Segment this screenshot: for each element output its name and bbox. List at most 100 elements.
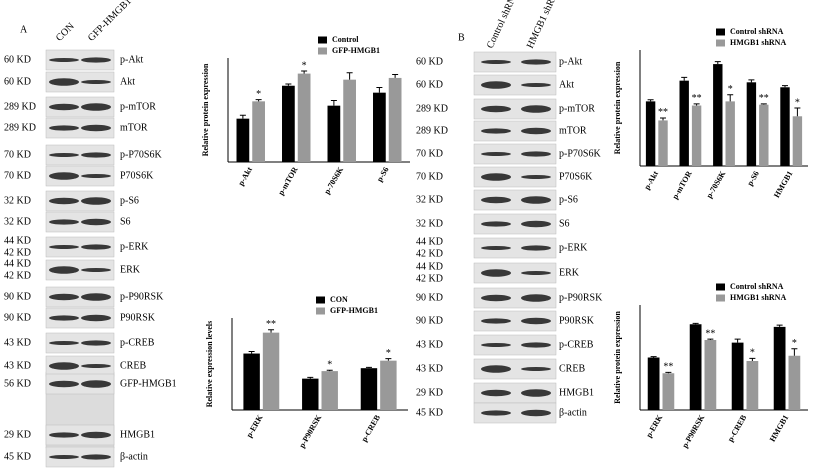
protein-label: HMGB1 bbox=[559, 387, 594, 398]
blot-band bbox=[49, 78, 79, 86]
bar bbox=[388, 77, 402, 162]
error-bar bbox=[660, 117, 667, 121]
kd-label: 289 KD bbox=[4, 122, 36, 133]
bar bbox=[689, 324, 702, 410]
error-bar bbox=[665, 371, 672, 374]
blot-band bbox=[521, 220, 551, 228]
error-bar bbox=[346, 72, 353, 80]
significance-mark: ** bbox=[705, 328, 715, 339]
protein-label: S6 bbox=[120, 216, 131, 227]
kd-label: 32 KD bbox=[416, 218, 443, 229]
kd-label: 32 KD bbox=[416, 194, 443, 205]
bar bbox=[262, 332, 280, 410]
bar bbox=[302, 378, 319, 410]
bar bbox=[282, 85, 295, 162]
error-bar bbox=[647, 99, 654, 102]
blot-band bbox=[81, 174, 111, 178]
kd-label: 90 KD bbox=[416, 292, 443, 303]
protein-label: mTOR bbox=[559, 125, 587, 136]
error-bar bbox=[268, 329, 275, 333]
kd-label: 289 KD bbox=[416, 125, 448, 136]
protein-label: p-S6 bbox=[559, 194, 578, 205]
kd-label: 70 KD bbox=[416, 171, 443, 182]
blot-band bbox=[481, 221, 511, 227]
blot-band bbox=[521, 409, 551, 417]
blot-strip bbox=[473, 120, 557, 142]
significance-mark: * bbox=[728, 84, 733, 95]
kd-label: 32 KD bbox=[4, 195, 31, 206]
y-axis-label: Relative protein expression bbox=[201, 63, 210, 156]
error-bar bbox=[692, 322, 699, 325]
kd-label: 42 KD bbox=[4, 247, 31, 258]
blot-band bbox=[481, 343, 511, 347]
error-bar bbox=[392, 73, 399, 78]
blot-strip bbox=[45, 286, 115, 308]
blot-strip bbox=[473, 287, 557, 309]
legend-label: GFP-HMGB1 bbox=[332, 46, 380, 55]
significance-mark: * bbox=[327, 360, 332, 371]
significance-mark: ** bbox=[692, 93, 702, 104]
protein-label: p-CREB bbox=[559, 339, 594, 350]
protein-label: β-actin bbox=[559, 407, 587, 418]
bar bbox=[327, 105, 341, 162]
blot-strip bbox=[45, 117, 115, 139]
bar bbox=[773, 326, 786, 410]
bar bbox=[645, 101, 656, 166]
kd-label: 90 KD bbox=[4, 312, 31, 323]
kd-label: 70 KD bbox=[4, 149, 31, 160]
significance-mark: ** bbox=[663, 362, 673, 373]
protein-label: P90RSK bbox=[120, 312, 156, 323]
y-axis-label: Relative expression levels bbox=[205, 321, 214, 408]
protein-label: ERK bbox=[120, 264, 141, 275]
error-bar bbox=[248, 350, 255, 354]
kd-label: 60 KD bbox=[416, 56, 443, 67]
blot-strip bbox=[45, 96, 115, 118]
blot-band bbox=[81, 197, 111, 205]
blot-band bbox=[81, 152, 111, 158]
bar bbox=[746, 361, 759, 410]
legend-label: GFP-HMGB1 bbox=[330, 306, 378, 315]
protein-label: HMGB1 bbox=[120, 429, 155, 440]
blot-strip bbox=[473, 310, 557, 332]
blot-band bbox=[49, 455, 79, 459]
blot-band bbox=[81, 293, 111, 301]
kd-label: 289 KD bbox=[416, 103, 448, 114]
kd-label: 70 KD bbox=[4, 170, 31, 181]
error-bar bbox=[376, 86, 383, 93]
blot-strip bbox=[45, 332, 115, 354]
kd-label: 42 KD bbox=[416, 248, 443, 259]
error-bar bbox=[693, 103, 700, 106]
blot-strip bbox=[473, 51, 557, 73]
error-bar bbox=[794, 107, 801, 117]
bar bbox=[792, 116, 803, 166]
kd-label: 289 KD bbox=[4, 101, 36, 112]
error-bar bbox=[326, 369, 333, 372]
protein-label: p-P90RSK bbox=[559, 292, 603, 303]
kd-label: 43 KD bbox=[4, 337, 31, 348]
bar bbox=[725, 101, 735, 166]
legend-label: CON bbox=[330, 295, 348, 304]
error-bar bbox=[681, 76, 688, 81]
blot-band bbox=[481, 318, 511, 324]
legend-swatch bbox=[716, 28, 725, 36]
significance-mark: * bbox=[792, 338, 797, 349]
blot-band bbox=[481, 269, 511, 277]
blot-strip bbox=[45, 49, 115, 71]
bar bbox=[380, 360, 397, 410]
blot-band bbox=[481, 105, 511, 113]
blot-band bbox=[81, 124, 111, 132]
y-axis-label: Relative protein expression bbox=[613, 311, 622, 404]
blot-band bbox=[481, 294, 511, 302]
bar bbox=[343, 79, 356, 162]
blot-band bbox=[81, 340, 111, 346]
significance-mark: * bbox=[256, 89, 261, 100]
blot-band bbox=[481, 389, 511, 397]
blot-strip bbox=[45, 211, 115, 233]
blot-strip bbox=[45, 190, 115, 212]
blot-strip bbox=[473, 237, 557, 259]
blot-strip bbox=[473, 358, 557, 380]
error-bar bbox=[330, 99, 337, 106]
protein-label: p-P90RSK bbox=[120, 291, 164, 302]
kd-label: 29 KD bbox=[4, 429, 31, 440]
